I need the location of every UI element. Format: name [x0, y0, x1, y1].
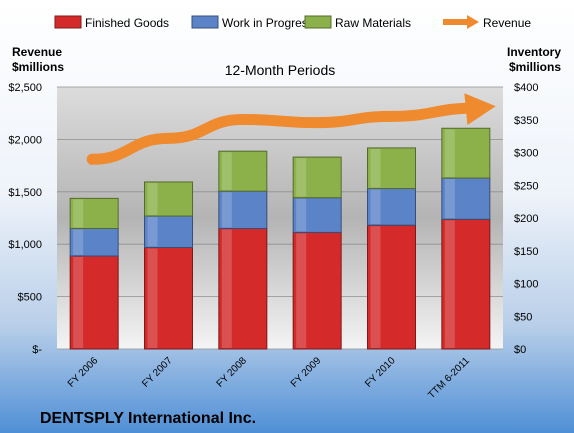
titles: 12-Month PeriodsRevenue$millionsInventor… — [12, 45, 561, 427]
bar-highlight — [444, 179, 455, 219]
bar-highlight — [296, 198, 307, 232]
legend-label: Work in Progress — [222, 16, 314, 30]
right-axis-tick-label: $200 — [514, 213, 538, 225]
bar-stack-group — [69, 127, 491, 350]
right-axis-tick-label: $250 — [514, 180, 538, 192]
right-axis-tick-label: $300 — [514, 148, 538, 160]
legend-label: Raw Materials — [335, 16, 411, 30]
bar-raw-materials — [144, 181, 193, 217]
left-axis-title-line1: Revenue — [12, 45, 62, 59]
left-axis-tick-label: $- — [32, 344, 42, 356]
bar-highlight — [147, 248, 158, 348]
bar-finished-goods — [144, 246, 193, 350]
bar-highlight — [444, 129, 455, 178]
bar-highlight — [296, 158, 307, 197]
bar-finished-goods — [218, 227, 268, 350]
right-axis-tick-label: $350 — [514, 115, 538, 127]
legend: Finished Goods Work in Progress Raw Materi… — [54, 15, 531, 30]
bar-highlight — [147, 217, 158, 247]
legend-swatch-raw-materials — [304, 15, 332, 29]
bar-highlight — [296, 233, 307, 348]
bar-finished-goods — [292, 231, 342, 350]
bar-highlight — [73, 199, 84, 228]
right-axis-tick-label: $50 — [514, 311, 532, 323]
left-axis-title-line2: $millions — [12, 60, 64, 74]
left-axis-tick-label: $500 — [18, 292, 42, 304]
bar-highlight — [370, 226, 381, 348]
bar-highlight — [73, 229, 84, 255]
bar-work-in-progress — [367, 188, 416, 226]
revenue-series — [86, 93, 496, 165]
bar-work-in-progress — [441, 177, 491, 220]
legend-swatch-revenue-arrow — [467, 15, 479, 29]
plot-area — [57, 87, 503, 349]
right-axis-tick-label: $400 — [514, 82, 538, 94]
left-axis-tick-label: $1,000 — [8, 239, 42, 251]
left-axis-tick-label: $2,000 — [8, 134, 42, 146]
bar-raw-materials — [218, 150, 268, 192]
bar-highlight — [221, 192, 232, 228]
bar-highlight — [221, 229, 232, 348]
bar-highlight — [73, 256, 84, 348]
bar-highlight — [370, 148, 381, 188]
legend-label: Finished Goods — [85, 16, 169, 30]
legend-label: Revenue — [483, 16, 531, 30]
bar-finished-goods — [367, 224, 416, 350]
bar-work-in-progress — [218, 190, 268, 229]
legend-swatch-finished-goods — [54, 15, 82, 29]
bar-work-in-progress — [144, 215, 193, 248]
left-axis-tick-label: $1,500 — [8, 187, 42, 199]
chart-title: 12-Month Periods — [225, 62, 336, 78]
company-title: DENTSPLY International Inc. — [40, 410, 256, 427]
gridlines — [57, 86, 503, 350]
bar-work-in-progress — [69, 227, 119, 257]
bar-raw-materials — [292, 156, 342, 199]
bar-finished-goods — [69, 255, 119, 350]
revenue-arrowhead — [464, 93, 496, 126]
left-axis-tick-label: $2,500 — [8, 82, 42, 94]
bar-highlight — [221, 152, 232, 191]
revenue-line — [86, 102, 484, 165]
bar-work-in-progress — [292, 197, 342, 233]
right-axis-tick-label: $0 — [514, 344, 526, 356]
bar-highlight — [370, 189, 381, 225]
right-axis-tick-label: $100 — [514, 279, 538, 291]
bar-finished-goods — [441, 218, 491, 350]
legend-swatch-work-in-progress — [191, 15, 219, 29]
bar-raw-materials — [441, 127, 491, 179]
bar-highlight — [444, 220, 455, 348]
right-axis-title-line1: Inventory — [507, 45, 561, 59]
bar-highlight — [147, 182, 158, 216]
right-axis-tick-label: $150 — [514, 246, 538, 258]
bar-raw-materials — [367, 147, 416, 190]
bar-raw-materials — [69, 197, 119, 229]
right-axis-title-line2: $millions — [509, 60, 561, 74]
